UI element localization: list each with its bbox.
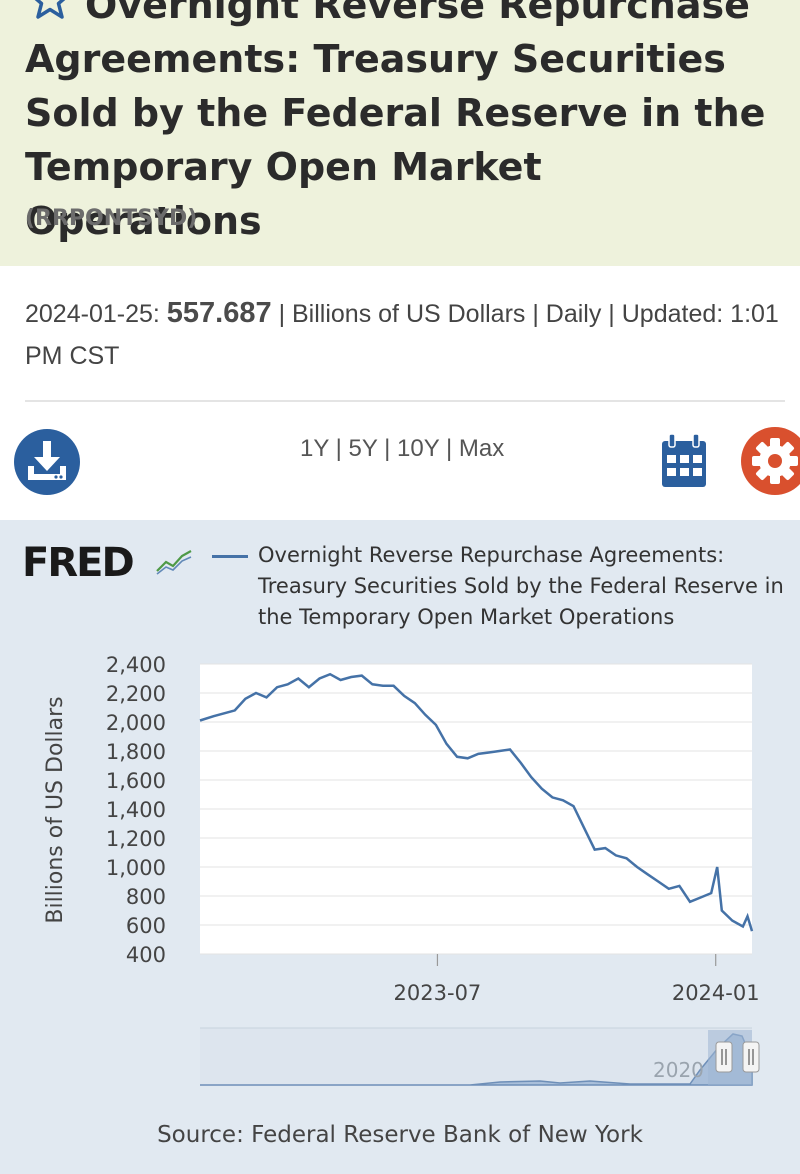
y-tick-label: 1,200 [106, 827, 166, 851]
chart-legend: Overnight Reverse Repurchase Agreements:… [258, 543, 784, 629]
gear-icon[interactable] [740, 426, 800, 496]
y-tick-label: 2,000 [106, 711, 166, 735]
y-tick-label: 1,800 [106, 740, 166, 764]
y-tick-label: 2,200 [106, 682, 166, 706]
y-tick-label: 2,400 [106, 653, 166, 677]
meta-details: | Billions of US Dollars | Daily | Updat… [25, 300, 779, 370]
title-band [0, 0, 800, 266]
range-separator: | [445, 435, 453, 462]
range-separator: | [384, 435, 391, 462]
meta-date: 2024-01-25: [25, 300, 160, 328]
series-line [199, 672, 754, 932]
legend-swatch [212, 555, 248, 558]
navigator-handle-right[interactable] [742, 1041, 760, 1073]
star-icon[interactable] [28, 0, 72, 22]
chart-source: Source: Federal Reserve Bank of New York [157, 1122, 643, 1148]
range-max[interactable]: Max [458, 435, 505, 462]
navigator-handle-left[interactable] [715, 1041, 733, 1073]
x-tick-label: 2023-07 [394, 981, 482, 1005]
y-tick-label: 400 [126, 943, 166, 967]
download-icon[interactable] [13, 428, 81, 496]
y-tick-label: 1,600 [106, 769, 166, 793]
range-5y[interactable]: 5Y [348, 435, 378, 462]
divider [25, 400, 785, 402]
series-meta: 2024-01-25: 557.687 | Billions of US Dol… [25, 292, 785, 377]
range-10y[interactable]: 10Y [397, 435, 440, 462]
series-id: (RRPONTSYD) [25, 206, 198, 231]
range-selector: 1Y | 5Y | 10Y | Max [300, 435, 504, 463]
y-tick-label: 600 [126, 914, 166, 938]
navigator-year-label: 2020 [653, 1058, 704, 1082]
fred-logo-icon [155, 549, 192, 575]
line-chart: 400 600 800 1,000 1,200 1,400 1,600 1,800 2,000 2… [43, 653, 760, 1086]
x-tick-label: 2024-01 [672, 981, 760, 1005]
navigator[interactable] [200, 1028, 752, 1086]
calendar-icon[interactable] [660, 433, 708, 489]
y-tick-label: 1,400 [106, 798, 166, 822]
range-1y[interactable]: 1Y [300, 435, 329, 462]
y-tick-label: 800 [126, 885, 166, 909]
page-title: Overnight Reverse Repurchase Agreements:… [25, 0, 766, 243]
y-axis-label: Billions of US Dollars [43, 696, 68, 923]
y-tick-label: 1,000 [106, 856, 166, 880]
fred-logo: FRED [22, 540, 135, 586]
range-separator: | [335, 435, 342, 462]
meta-value: 557.687 [166, 297, 272, 329]
